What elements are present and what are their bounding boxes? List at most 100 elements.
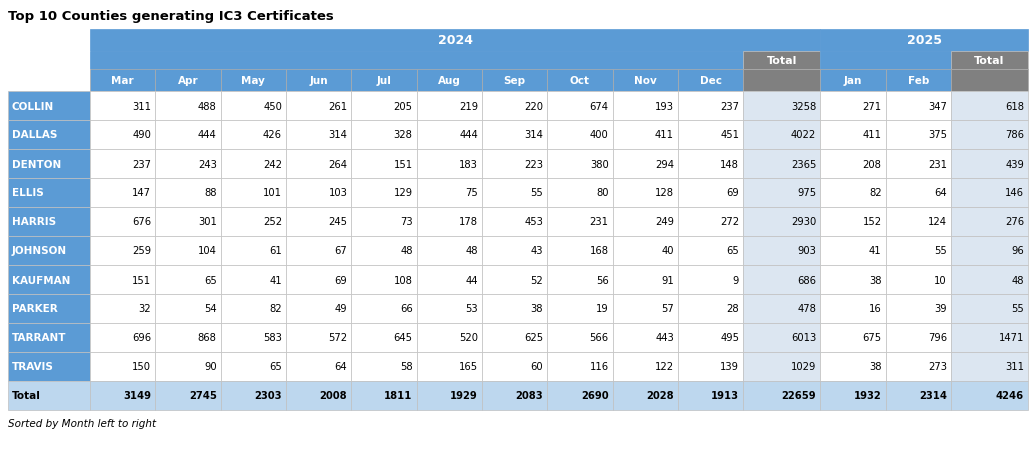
Bar — [547, 207, 613, 236]
Bar — [820, 121, 885, 150]
Bar — [8, 92, 90, 121]
Text: 2314: 2314 — [919, 391, 947, 401]
Bar — [482, 70, 547, 92]
Bar — [90, 150, 155, 179]
Text: 58: 58 — [400, 362, 412, 372]
Bar — [8, 265, 90, 294]
Text: 41: 41 — [270, 275, 282, 285]
Bar — [155, 121, 221, 150]
Bar — [221, 92, 286, 121]
Bar — [8, 323, 90, 352]
Bar — [820, 52, 951, 70]
Bar — [351, 381, 416, 410]
Bar — [885, 207, 951, 236]
Text: 67: 67 — [335, 246, 347, 256]
Bar — [8, 236, 90, 265]
Bar — [286, 70, 351, 92]
Text: 19: 19 — [596, 304, 608, 314]
Text: 2025: 2025 — [907, 34, 942, 47]
Text: 490: 490 — [132, 130, 151, 140]
Bar — [351, 323, 416, 352]
Bar — [90, 70, 155, 92]
Text: 488: 488 — [198, 101, 217, 111]
Text: 43: 43 — [531, 246, 543, 256]
Bar — [613, 294, 678, 323]
Bar — [482, 323, 547, 352]
Bar — [613, 121, 678, 150]
Text: 122: 122 — [655, 362, 674, 372]
Text: Total: Total — [974, 56, 1005, 66]
Bar — [678, 92, 743, 121]
Text: 55: 55 — [1011, 304, 1024, 314]
Bar — [613, 236, 678, 265]
Bar — [678, 352, 743, 381]
Bar — [482, 236, 547, 265]
Text: Sorted by Month left to right: Sorted by Month left to right — [8, 418, 156, 428]
Text: 32: 32 — [138, 304, 151, 314]
Text: 3258: 3258 — [791, 101, 816, 111]
Bar — [221, 121, 286, 150]
Bar — [8, 207, 90, 236]
Text: 1929: 1929 — [450, 391, 478, 401]
Text: 60: 60 — [531, 362, 543, 372]
Text: 44: 44 — [466, 275, 478, 285]
Text: 55: 55 — [531, 188, 543, 198]
Bar — [613, 352, 678, 381]
Text: 49: 49 — [335, 304, 347, 314]
Bar — [820, 294, 885, 323]
Bar — [678, 207, 743, 236]
Text: 786: 786 — [1005, 130, 1024, 140]
Bar — [90, 381, 155, 410]
Text: 453: 453 — [525, 217, 543, 227]
Bar — [820, 207, 885, 236]
Bar — [547, 352, 613, 381]
Bar — [951, 92, 1028, 121]
Text: 220: 220 — [524, 101, 543, 111]
Bar — [613, 179, 678, 207]
Text: 151: 151 — [394, 159, 412, 169]
Text: 108: 108 — [394, 275, 412, 285]
Bar — [820, 179, 885, 207]
Bar — [286, 352, 351, 381]
Text: 16: 16 — [869, 304, 881, 314]
Text: 249: 249 — [655, 217, 674, 227]
Bar — [743, 52, 820, 70]
Text: 69: 69 — [335, 275, 347, 285]
Bar — [351, 236, 416, 265]
Text: 178: 178 — [459, 217, 478, 227]
Bar — [90, 207, 155, 236]
Text: 1811: 1811 — [384, 391, 412, 401]
Text: 101: 101 — [263, 188, 282, 198]
Text: 451: 451 — [720, 130, 740, 140]
Bar — [482, 207, 547, 236]
Text: 314: 314 — [525, 130, 543, 140]
Text: TARRANT: TARRANT — [12, 333, 66, 343]
Text: 273: 273 — [928, 362, 947, 372]
Bar — [547, 70, 613, 92]
Text: 129: 129 — [394, 188, 412, 198]
Text: 65: 65 — [204, 275, 217, 285]
Bar — [613, 92, 678, 121]
Text: DALLAS: DALLAS — [12, 130, 58, 140]
Text: 90: 90 — [204, 362, 217, 372]
Text: May: May — [242, 76, 265, 86]
Bar — [951, 265, 1028, 294]
Text: Feb: Feb — [908, 76, 929, 86]
Bar — [8, 352, 90, 381]
Bar — [820, 150, 885, 179]
Text: KAUFMAN: KAUFMAN — [12, 275, 70, 285]
Bar — [8, 70, 90, 92]
Text: 38: 38 — [869, 275, 881, 285]
Bar — [482, 294, 547, 323]
Bar — [547, 323, 613, 352]
Bar — [286, 121, 351, 150]
Bar — [482, 381, 547, 410]
Bar — [155, 70, 221, 92]
Bar — [613, 265, 678, 294]
Bar — [820, 381, 885, 410]
Bar — [678, 265, 743, 294]
Bar — [90, 92, 155, 121]
Text: 61: 61 — [270, 246, 282, 256]
Bar — [547, 150, 613, 179]
Bar — [221, 294, 286, 323]
